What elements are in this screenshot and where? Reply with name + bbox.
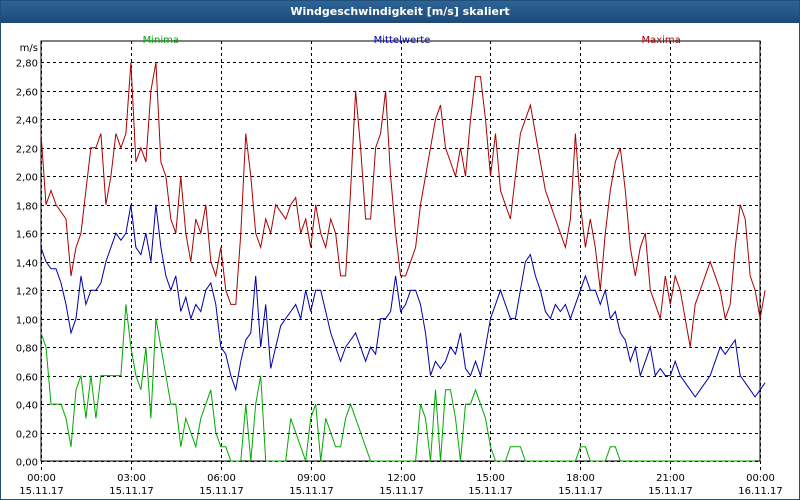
x-tick-date: 15.11.17	[379, 486, 424, 497]
x-tick-date: 15.11.17	[468, 486, 513, 497]
x-tick-time: 00:00	[746, 473, 775, 484]
series-line-mittelwerte	[40, 204, 766, 398]
x-tick-time: 03:00	[117, 473, 146, 484]
x-tick-date: 15.11.17	[289, 486, 334, 497]
y-axis-label: m/s	[20, 43, 38, 54]
y-tick-label: 1,00	[16, 316, 38, 327]
y-tick-label: 1,80	[16, 202, 38, 213]
window-title-bar: Windgeschwindigkeit [m/s] skaliert	[1, 1, 799, 23]
x-tick-time: 06:00	[207, 473, 236, 484]
x-tick-time: 18:00	[566, 473, 595, 484]
y-tick-label: 2,80	[16, 59, 38, 70]
y-tick-label: 1,40	[16, 259, 38, 270]
x-tick-time: 00:00	[27, 473, 56, 484]
y-tick-label: 0,80	[16, 344, 38, 355]
x-tick-date: 16.11.17	[738, 486, 783, 497]
legend-mittelwerte: Mittelwerte	[374, 35, 431, 46]
x-tick-time: 15:00	[476, 473, 505, 484]
x-tick-date: 15.11.17	[199, 486, 244, 497]
y-tick-label: 2,00	[16, 173, 38, 184]
y-tick-label: 2,40	[16, 116, 38, 127]
y-tick-label: 2,60	[16, 88, 38, 99]
window-title: Windgeschwindigkeit [m/s] skaliert	[290, 5, 510, 18]
y-tick-label: 1,20	[16, 287, 38, 298]
y-tick-label: 0,20	[16, 430, 38, 441]
x-tick-date: 15.11.17	[558, 486, 603, 497]
series-line-minima	[40, 304, 756, 462]
legend-maxima: Maxima	[641, 35, 680, 46]
x-tick-date: 15.11.17	[648, 486, 693, 497]
x-tick-date: 15.11.17	[19, 486, 64, 497]
wind-speed-chart: 0,00 0,20 0,40 0,60 0,80 1,00 1,20 1,40 1,60 1,80…	[16, 35, 783, 497]
x-tick-time: 12:00	[387, 473, 416, 484]
x-tick-time: 21:00	[656, 473, 685, 484]
x-tick-date: 15.11.17	[109, 486, 154, 497]
y-tick-label: 0,60	[16, 373, 38, 384]
x-tick-time: 09:00	[297, 473, 326, 484]
y-tick-label: 0,00	[16, 458, 38, 469]
y-tick-label: 0,40	[16, 401, 38, 412]
legend-minima: Minima	[143, 35, 179, 46]
series-line-maxima	[40, 62, 766, 348]
y-tick-label: 2,20	[16, 145, 38, 156]
y-tick-label: 1,60	[16, 230, 38, 241]
